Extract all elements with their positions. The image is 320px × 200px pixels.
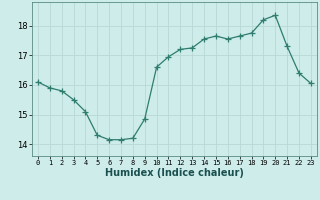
X-axis label: Humidex (Indice chaleur): Humidex (Indice chaleur) (105, 168, 244, 178)
